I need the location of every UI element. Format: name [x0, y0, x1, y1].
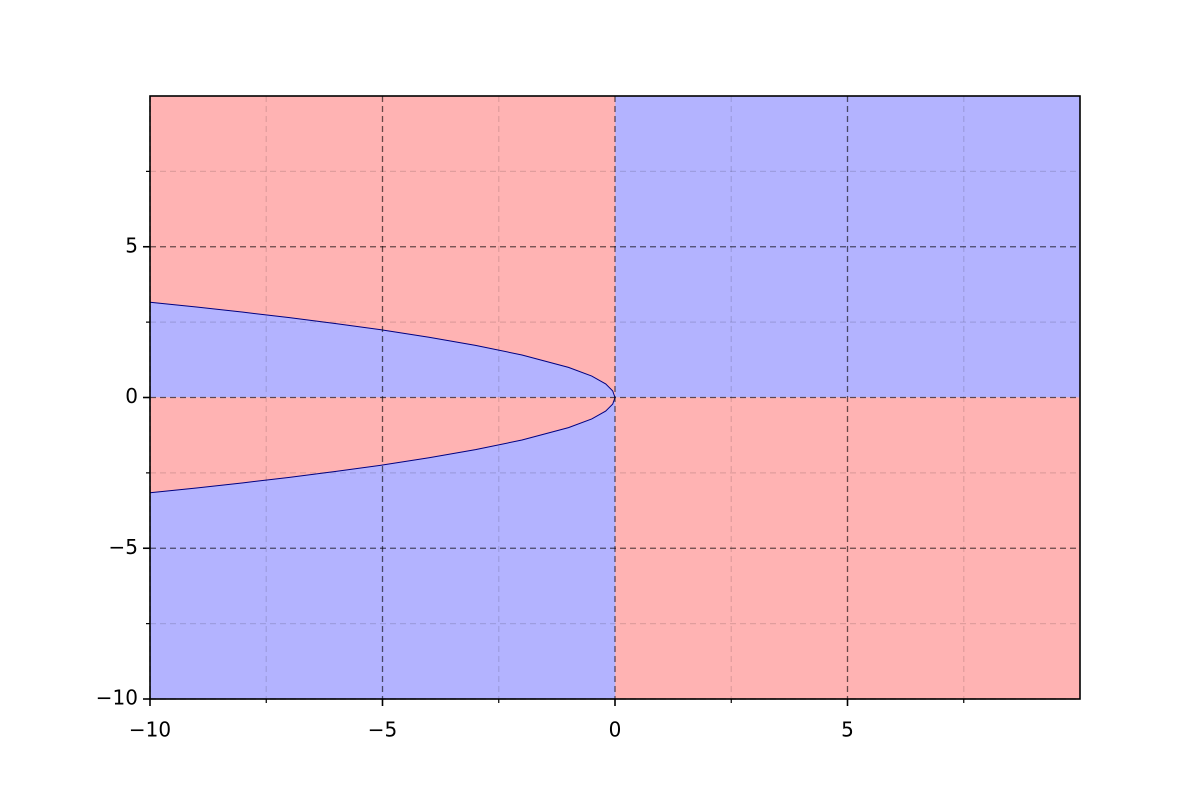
- boundary-curve: [149, 301, 616, 398]
- x-tick-label: −10: [129, 718, 171, 742]
- y-tick-label: −10: [96, 686, 138, 710]
- y-tick-label: 5: [125, 233, 138, 257]
- boundary-curve: [149, 397, 616, 494]
- y-tick-label: 0: [125, 384, 138, 408]
- y-tick-label: −5: [109, 535, 138, 559]
- x-tick-label: 0: [609, 718, 622, 742]
- x-tick-label: 5: [841, 718, 854, 742]
- x-tick-label: −5: [368, 718, 397, 742]
